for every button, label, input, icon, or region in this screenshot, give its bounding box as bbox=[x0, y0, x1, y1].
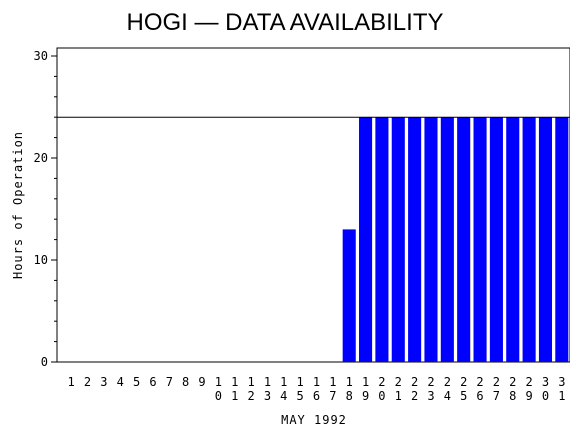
x-tick-label: 0 bbox=[215, 389, 222, 403]
bar-day-19 bbox=[359, 117, 373, 362]
x-tick-label: 1 bbox=[247, 375, 254, 389]
x-tick-label: 2 bbox=[395, 375, 402, 389]
bar-day-20 bbox=[375, 117, 389, 362]
x-tick-label: 0 bbox=[378, 389, 385, 403]
x-tick-label: 7 bbox=[493, 389, 500, 403]
x-tick-label: 3 bbox=[100, 375, 107, 389]
x-tick-label: 1 bbox=[231, 389, 238, 403]
x-tick-label: 6 bbox=[476, 389, 483, 403]
x-tick-label: 1 bbox=[346, 375, 353, 389]
x-tick-label: 1 bbox=[362, 375, 369, 389]
bar-day-29 bbox=[522, 117, 536, 362]
x-tick-label: 1 bbox=[231, 375, 238, 389]
x-tick-label: 9 bbox=[198, 375, 205, 389]
x-tick-label: 4 bbox=[444, 389, 451, 403]
x-tick-label: 1 bbox=[329, 375, 336, 389]
x-tick-label: 2 bbox=[444, 375, 451, 389]
x-tick-label: 2 bbox=[427, 375, 434, 389]
x-tick-label: 8 bbox=[182, 375, 189, 389]
x-tick-label: 2 bbox=[378, 375, 385, 389]
x-tick-label: 1 bbox=[280, 375, 287, 389]
x-axis: 1 2 3 4 5 6 7 8 9 1011121314151617181920212223242… bbox=[68, 375, 566, 403]
x-tick-label: 1 bbox=[313, 375, 320, 389]
x-tick-label: 0 bbox=[542, 389, 549, 403]
x-tick-label: 3 bbox=[264, 389, 271, 403]
bar-day-30 bbox=[538, 117, 553, 362]
x-tick-label: 1 bbox=[395, 389, 402, 403]
x-tick-label: 9 bbox=[362, 389, 369, 403]
x-tick-label: 2 bbox=[411, 375, 418, 389]
x-tick-label: 5 bbox=[133, 375, 140, 389]
y-axis: 0 10 20 30 bbox=[34, 49, 57, 369]
x-tick-label: 8 bbox=[509, 389, 516, 403]
y-tick-label: 10 bbox=[34, 253, 48, 267]
x-tick-label: 3 bbox=[542, 375, 549, 389]
bar-day-26 bbox=[473, 117, 487, 362]
x-tick-label: 7 bbox=[329, 389, 336, 403]
bar-day-22 bbox=[408, 117, 422, 362]
x-tick-label: 1 bbox=[297, 375, 304, 389]
x-tick-label: 5 bbox=[460, 389, 467, 403]
x-tick-label: 4 bbox=[280, 389, 287, 403]
bar-day-31 bbox=[555, 117, 569, 362]
x-tick-label: 1 bbox=[215, 375, 222, 389]
y-tick-label: 20 bbox=[34, 151, 48, 165]
bar-day-21 bbox=[391, 117, 405, 362]
x-tick-label: 2 bbox=[247, 389, 254, 403]
chart-title: HOGI — DATA AVAILABILITY bbox=[127, 9, 444, 36]
x-tick-label: 6 bbox=[313, 389, 320, 403]
x-tick-label: 3 bbox=[558, 375, 565, 389]
x-axis-label: MAY 1992 bbox=[281, 413, 347, 427]
x-tick-label: 2 bbox=[460, 375, 467, 389]
x-tick-label: 2 bbox=[476, 375, 483, 389]
x-tick-label: 2 bbox=[525, 375, 532, 389]
bars bbox=[342, 117, 569, 362]
x-tick-label: 2 bbox=[509, 375, 516, 389]
x-tick-label: 2 bbox=[493, 375, 500, 389]
x-tick-label: 7 bbox=[166, 375, 173, 389]
x-tick-label: 8 bbox=[346, 389, 353, 403]
x-tick-label: 1 bbox=[264, 375, 271, 389]
bar-day-25 bbox=[457, 117, 471, 362]
bar-day-18 bbox=[342, 229, 356, 362]
y-axis-label: Hours of Operation bbox=[11, 131, 25, 279]
y-tick-label: 30 bbox=[34, 49, 48, 63]
x-tick-label: 3 bbox=[427, 389, 434, 403]
bar-day-27 bbox=[489, 117, 503, 362]
x-tick-label: 4 bbox=[117, 375, 124, 389]
bar-day-23 bbox=[424, 117, 438, 362]
x-tick-label: 2 bbox=[84, 375, 91, 389]
x-tick-label: 2 bbox=[411, 389, 418, 403]
x-tick-label: 9 bbox=[525, 389, 532, 403]
x-tick-label: 1 bbox=[558, 389, 565, 403]
bar-day-28 bbox=[506, 117, 520, 362]
x-tick-label: 5 bbox=[297, 389, 304, 403]
bar-day-24 bbox=[440, 117, 454, 362]
plot-frame bbox=[56, 47, 570, 363]
x-tick-label: 1 bbox=[68, 375, 75, 389]
x-tick-label: 6 bbox=[149, 375, 156, 389]
y-tick-label: 0 bbox=[41, 355, 48, 369]
